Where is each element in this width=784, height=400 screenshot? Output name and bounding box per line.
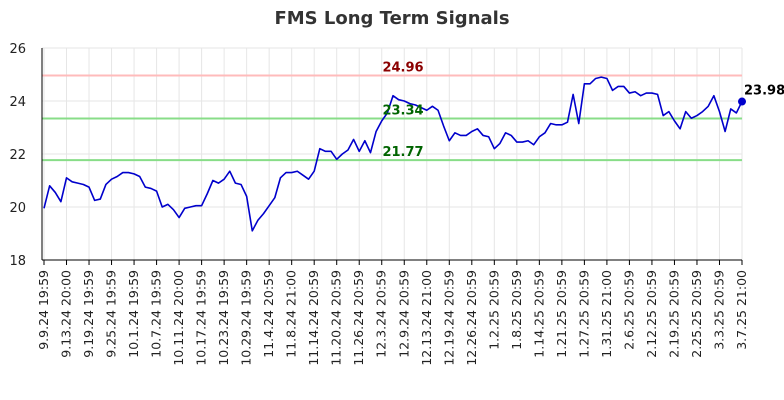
x-tick-label: 1.21.25 20:59 — [554, 270, 569, 358]
x-tick-label: 9.25.24 19:59 — [104, 270, 119, 358]
x-tick-label: 1.27.25 20:59 — [576, 270, 591, 358]
x-tick-label: 1.8.25 20:59 — [509, 270, 524, 350]
x-tick-label: 2.25.25 20:59 — [689, 270, 704, 358]
x-tick-label: 2.19.25 20:59 — [666, 270, 681, 358]
x-tick-label: 11.14.24 20:59 — [306, 270, 321, 366]
x-tick-label: 1.31.25 21:00 — [599, 270, 614, 358]
axis-layer — [41, 48, 743, 265]
x-tick-label: 10.17.24 19:59 — [194, 270, 209, 366]
x-tick-label: 3.7.25 21:00 — [734, 270, 749, 350]
chart-title: FMS Long Term Signals — [274, 8, 510, 29]
x-tick-label: 10.23.24 19:59 — [216, 270, 231, 366]
x-tick-label: 2.12.25 20:59 — [644, 270, 659, 358]
x-tick-label: 10.11.24 20:00 — [171, 270, 186, 366]
last-point-marker — [738, 97, 746, 106]
x-tick-label: 11.26.24 20:59 — [351, 270, 366, 366]
x-tick-label: 3.3.25 20:59 — [711, 270, 726, 350]
x-tick-label: 2.6.25 20:59 — [621, 270, 636, 350]
x-tick-label: 9.13.24 20:00 — [59, 270, 74, 358]
x-tick-label: 12.26.24 20:59 — [464, 270, 479, 366]
x-tick-label: 11.20.24 20:59 — [329, 270, 344, 366]
series-layer — [43, 76, 746, 232]
y-tick-label: 18 — [9, 254, 26, 269]
x-tick-label: 12.3.24 20:59 — [374, 270, 389, 358]
x-tick-label: 11.8.24 21:00 — [284, 270, 299, 358]
x-tick-label: 12.9.24 20:59 — [396, 270, 411, 358]
label-layer: 18 20 22 24 26 9.9.24 19:59 9.13.24 20:00 9.19.… — [9, 42, 784, 366]
y-tick-label: 22 — [9, 148, 26, 163]
x-tick-label: 9.19.24 19:59 — [81, 270, 96, 358]
reference-line-label: 21.77 — [382, 145, 423, 160]
last-point-label: 23.98 — [744, 84, 784, 99]
price-line — [43, 76, 743, 232]
x-tick-label: 9.9.24 19:59 — [36, 270, 51, 350]
reference-line-label: 23.34 — [382, 103, 423, 118]
x-tick-label: 11.4.24 20:59 — [261, 270, 276, 358]
y-tick-label: 20 — [9, 201, 26, 216]
x-tick-label: 12.13.24 21:00 — [419, 270, 434, 366]
x-tick-label: 10.29.24 19:59 — [239, 270, 254, 366]
x-tick-label: 1.14.25 20:59 — [531, 270, 546, 358]
x-tick-label: 12.19.24 20:59 — [441, 270, 456, 366]
y-tick-label: 24 — [9, 95, 26, 110]
reference-lines — [42, 74, 742, 162]
x-tick-label: 10.7.24 19:59 — [149, 270, 164, 358]
x-tick-label: 1.2.25 20:59 — [486, 270, 501, 350]
x-tick-label: 10.1.24 19:59 — [126, 270, 141, 358]
reference-line-label: 24.96 — [382, 61, 423, 76]
y-tick-label: 26 — [9, 42, 26, 57]
